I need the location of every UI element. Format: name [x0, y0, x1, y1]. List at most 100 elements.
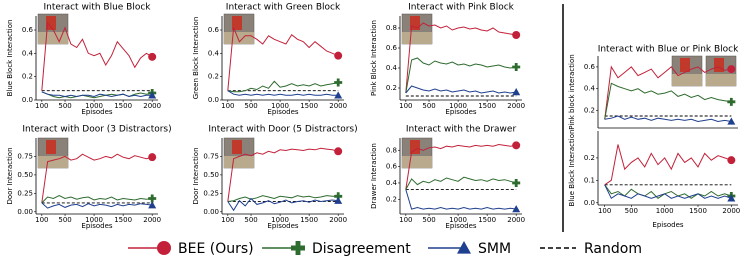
inset-robot: [680, 58, 690, 72]
y-axis-label: Door Interaction: [6, 147, 14, 204]
series-line: [41, 91, 153, 98]
y-tick-label: 0.4: [386, 179, 398, 187]
inset-table: [672, 74, 702, 86]
y-axis-label: Pink Block Interaction: [370, 20, 378, 96]
end-marker: [512, 141, 521, 150]
x-tick-label: 1000: [656, 207, 674, 215]
y-tick-label: 0.6: [584, 63, 596, 71]
series-line: [41, 153, 153, 203]
series-line: [604, 184, 732, 199]
x-tick-label: 1000: [271, 216, 289, 224]
y-axis-label: Door Interaction: [192, 147, 200, 204]
y-tick-label: 0.0: [22, 96, 33, 104]
end-marker: [334, 196, 343, 204]
end-marker: [334, 192, 343, 201]
x-tick-label: 1500: [114, 102, 132, 110]
y-tick-label: 0.6: [386, 163, 398, 171]
series-line: [405, 143, 517, 190]
x-tick-label: 500: [58, 216, 71, 224]
y-tick-label: 0.0: [208, 96, 219, 104]
y-tick-label: 0.2: [584, 107, 595, 115]
y-tick-label: 0.6: [386, 44, 398, 52]
legend-label: Disagreement: [312, 241, 411, 257]
legend-label: SMM: [478, 241, 511, 257]
end-marker: [727, 194, 736, 202]
x-tick-label: 100: [35, 216, 48, 224]
inset-robot: [410, 140, 420, 154]
series-line: [227, 195, 339, 202]
inset-robot: [714, 58, 724, 72]
x-axis-label: Episodes: [445, 108, 476, 116]
x-tick-label: 500: [422, 102, 435, 110]
x-axis-label: Episodes: [267, 222, 298, 230]
x-axis-label: Episodes: [267, 108, 298, 116]
y-axis-label: Green Block Interaction: [192, 17, 200, 100]
x-axis-label: Episodes: [652, 221, 683, 229]
end-marker: [148, 201, 157, 209]
end-marker: [512, 178, 521, 187]
series-line: [227, 90, 339, 96]
end-marker: [148, 194, 157, 203]
inset-table: [38, 32, 68, 44]
inset-table: [224, 32, 254, 44]
x-tick-label: 2000: [329, 102, 347, 110]
panel-title: Interact with Pink Block: [408, 3, 515, 13]
x-tick-label: 1000: [85, 102, 103, 110]
y-tick-label: 0.6: [22, 26, 34, 34]
series-line: [227, 147, 339, 202]
inset-robot: [232, 16, 242, 30]
y-axis-label: Drawer Interaction: [370, 143, 378, 209]
x-tick-label: 2000: [143, 216, 161, 224]
end-marker: [727, 117, 736, 125]
x-tick-label: 100: [35, 102, 48, 110]
y-axis-label: Blue Block Interaction: [568, 130, 576, 207]
x-tick-label: 1000: [85, 216, 103, 224]
panel-title: Interact with Green Block: [226, 3, 341, 13]
series-line: [604, 82, 732, 120]
series-line: [41, 195, 153, 204]
legend-label: BEE (Ours): [178, 241, 254, 257]
x-tick-label: 2000: [722, 207, 740, 215]
x-tick-label: 100: [221, 216, 234, 224]
x-tick-label: 1000: [449, 216, 467, 224]
x-tick-label: 500: [625, 207, 638, 215]
y-tick-label: 0.4: [386, 64, 398, 72]
x-tick-label: 500: [244, 216, 257, 224]
y-tick-label: 0.8: [386, 146, 397, 154]
inset-robot: [232, 140, 242, 154]
y-axis-label: Blue Block Interaction: [6, 20, 14, 97]
panel-title: Interact with Door (5 Distractors): [208, 125, 357, 135]
end-marker: [512, 88, 521, 96]
y-tick-label: 0.4: [22, 49, 34, 57]
x-tick-label: 1500: [689, 207, 707, 215]
y-tick-label: 0.2: [386, 84, 397, 92]
panel-title: Interact with the Drawer: [406, 125, 517, 135]
x-tick-label: 1000: [449, 102, 467, 110]
inset-table: [224, 156, 254, 168]
inset-table: [706, 74, 736, 86]
end-marker: [512, 63, 521, 71]
end-marker: [334, 147, 343, 156]
x-tick-label: 1500: [114, 216, 132, 224]
end-marker: [334, 51, 343, 60]
end-marker: [512, 205, 521, 213]
y-tick-label: 0.25: [203, 189, 219, 197]
series-line: [604, 65, 732, 120]
y-tick-label: 0.6: [208, 26, 220, 34]
x-tick-label: 1500: [300, 216, 318, 224]
series-line: [41, 91, 153, 99]
y-tick-label: 0.25: [17, 189, 33, 197]
end-marker: [727, 65, 736, 74]
series-line: [604, 115, 732, 123]
y-tick-label: 0.2: [208, 73, 219, 81]
series-line: [405, 189, 517, 210]
inset-robot: [46, 16, 56, 30]
legend-marker: [157, 241, 171, 255]
y-tick-label: 0.0: [584, 199, 595, 207]
series-line: [604, 184, 732, 200]
series-line: [227, 80, 339, 93]
y-tick-label: 0.1: [584, 176, 595, 184]
x-tick-label: 100: [399, 102, 412, 110]
series-line: [227, 197, 339, 212]
panel-title: Interact with Door (3 Distractors): [22, 125, 171, 135]
